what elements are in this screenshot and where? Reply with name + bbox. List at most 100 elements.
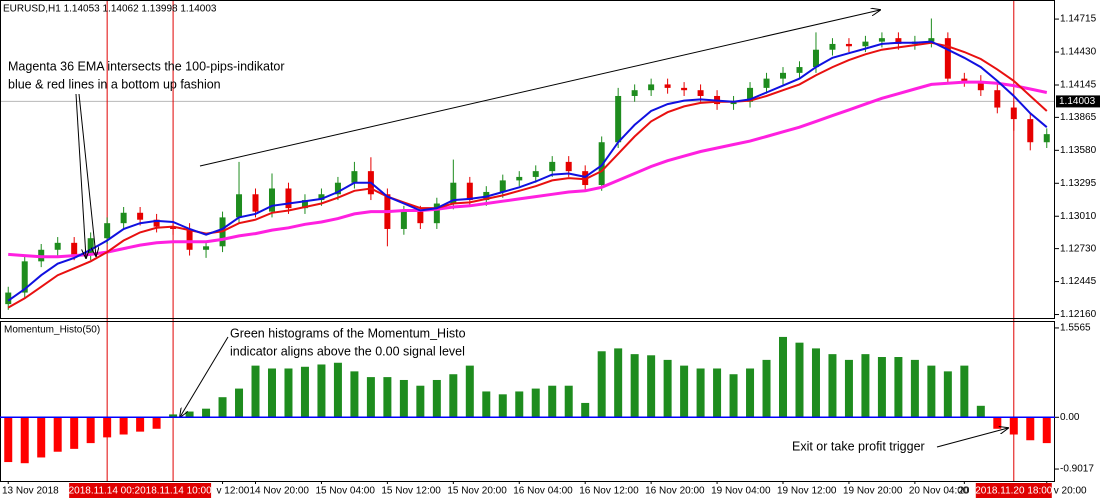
histogram-bar — [811, 348, 820, 418]
x-tick-label: 20 — [958, 486, 970, 497]
candle-body — [615, 95, 622, 143]
candle-body — [318, 194, 325, 201]
candle-body — [961, 78, 968, 81]
candle-body — [549, 161, 556, 172]
arrow — [75, 93, 86, 258]
histogram-bar — [713, 368, 722, 418]
candle-body — [895, 38, 902, 44]
y-tick-label: 1.13865 — [1060, 112, 1097, 123]
x-tick-label: v 20:00 — [1054, 486, 1087, 497]
y-tick-label: 1.5565 — [1060, 323, 1091, 334]
x-tick-label: 13 Nov 2018 — [2, 486, 59, 497]
histogram-bar — [927, 365, 936, 418]
histogram-bar — [1042, 417, 1051, 444]
histogram-bar — [960, 365, 969, 418]
histogram-bar — [498, 394, 507, 418]
histogram-bar — [861, 354, 870, 418]
histogram-bar — [350, 371, 359, 418]
arrow — [78, 93, 96, 256]
candle-body — [499, 180, 506, 192]
histogram-bar — [20, 417, 29, 464]
histogram-bar — [680, 365, 689, 418]
candle-body — [977, 80, 984, 91]
histogram-bar — [614, 348, 623, 418]
candle-body — [829, 43, 836, 50]
candle-body — [862, 41, 869, 47]
marker-label: 2018.11.14 10:00 — [135, 486, 213, 497]
histogram-bar — [4, 417, 13, 463]
candle-body — [203, 246, 210, 250]
histogram-bar — [531, 388, 540, 418]
histogram-bar — [465, 365, 474, 418]
candle-body — [582, 171, 589, 186]
histogram-bar — [548, 385, 557, 418]
histogram-bar — [284, 368, 293, 418]
histogram-bar — [185, 411, 194, 418]
histogram-bar — [779, 336, 788, 418]
candle-body — [417, 211, 424, 224]
x-tick-label: 15 Nov 20:00 — [447, 486, 507, 497]
y-tick-label: 1.14430 — [1060, 47, 1097, 58]
candle-body — [236, 194, 243, 218]
histogram-bar — [136, 417, 145, 432]
candle-body — [845, 43, 852, 47]
y-tick-label: 1.13010 — [1060, 211, 1097, 222]
x-tick-label: 15 Nov 12:00 — [381, 486, 441, 497]
candle-body — [697, 90, 704, 96]
histogram-bar — [729, 374, 738, 418]
histogram-bar — [976, 405, 985, 418]
candle-body — [878, 38, 885, 42]
x-tick-label: 20 Nov 04:00 — [909, 486, 969, 497]
candle-body — [351, 171, 358, 183]
histogram-bar — [202, 408, 211, 418]
annotation: Magenta 36 EMA intersects the 100-pips-i… — [8, 59, 285, 73]
candle-body — [252, 194, 259, 212]
histogram-bar — [399, 379, 408, 418]
histogram-bar — [37, 417, 46, 458]
histogram-bar — [235, 388, 244, 418]
marker-box — [135, 483, 212, 498]
marker-label: 2018.11.14 00:00 — [69, 486, 147, 497]
annotation: indicator aligns above the 0.00 signal l… — [230, 344, 465, 358]
histogram-bar — [53, 417, 62, 452]
histogram-bar — [300, 366, 309, 418]
marker-box — [69, 483, 146, 498]
last-price-label: 1.14003 — [1059, 96, 1096, 107]
y-tick-label: 1.14145 — [1060, 80, 1097, 91]
moving-average-line — [7, 41, 1048, 309]
x-tick-label: 16 Nov 04:00 — [513, 486, 573, 497]
histogram-bar — [696, 368, 705, 418]
last-price-box — [1056, 95, 1100, 108]
histogram-bar — [894, 357, 903, 418]
histogram-bar — [910, 359, 919, 418]
candle-body — [186, 228, 193, 250]
histogram-bar — [251, 365, 260, 418]
candle-body — [153, 219, 160, 227]
x-tick-label: 15 Nov 04:00 — [315, 486, 375, 497]
moving-average-line — [7, 40, 1048, 302]
candle-body — [681, 87, 688, 91]
candle-body — [928, 38, 935, 42]
candle-body — [598, 142, 605, 186]
candle-body — [812, 49, 819, 68]
candle-body — [450, 182, 457, 204]
candle-body — [268, 188, 275, 212]
histogram-bar — [267, 368, 276, 418]
candle-body — [87, 238, 94, 255]
indicator-panel-frame — [0, 321, 1055, 482]
candle-body — [54, 242, 61, 250]
x-tick-label: 19 Nov 04:00 — [711, 486, 771, 497]
histogram-bar — [844, 359, 853, 418]
x-tick-label: v 12:00 — [217, 486, 250, 497]
histogram-bar — [515, 391, 524, 418]
histogram-bar — [630, 354, 639, 418]
candle-body — [170, 226, 177, 229]
candle-body — [780, 72, 787, 79]
histogram-bar — [169, 414, 178, 418]
candle-body — [1043, 134, 1050, 143]
histogram-bar — [432, 379, 441, 418]
indicator-title: Momentum_Histo(50) — [4, 325, 100, 336]
candle-body — [565, 161, 572, 172]
